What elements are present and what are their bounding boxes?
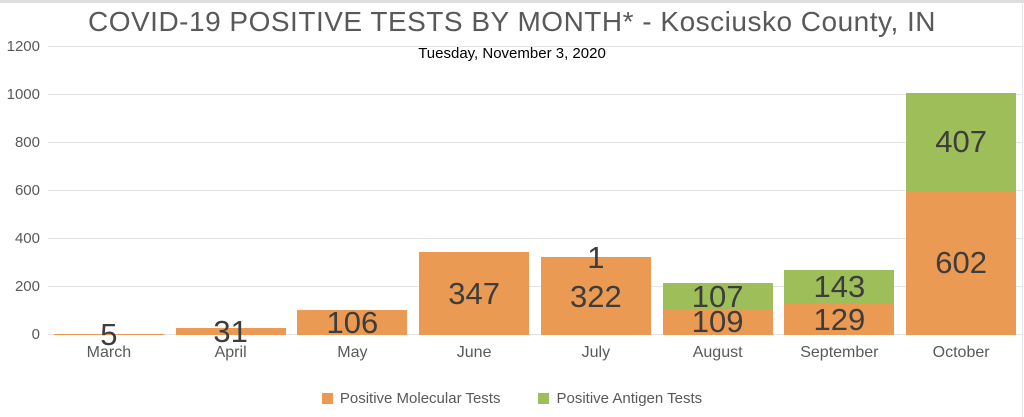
- bar-august: 109 107: [662, 47, 773, 340]
- gridline-200: [48, 286, 1022, 287]
- y-tick-label-600: 600: [14, 182, 40, 199]
- y-tick-label-1000: 1000: [6, 86, 40, 103]
- bar-segment-molecular-march: 5: [53, 319, 164, 350]
- bar-segment-molecular-april: 31: [175, 316, 286, 347]
- plot-area: 5 31 106 347 322 1 109 107 129 143 602 407: [48, 46, 1022, 350]
- x-tick-label-june: June: [456, 344, 492, 361]
- bar-value-label-antigen-august: 107: [691, 278, 744, 314]
- legend-label: Positive Molecular Tests: [339, 390, 501, 407]
- legend-swatch-icon: [321, 393, 333, 404]
- bar-segment-antigen-july: 1: [540, 242, 651, 273]
- bar-segment-molecular-june: 347: [419, 251, 530, 335]
- y-tick-label-800: 800: [14, 134, 40, 151]
- bar-segment-molecular-may: 106: [297, 304, 408, 340]
- bar-value-label-molecular-june: 347: [448, 275, 500, 311]
- gridline-600: [48, 190, 1022, 191]
- x-tick-label-march: March: [86, 344, 132, 361]
- y-tick-label-400: 400: [14, 230, 40, 247]
- bar-segment-antigen-september: 143: [784, 269, 895, 305]
- bar-segment-antigen-october: 407: [906, 92, 1017, 191]
- bar-segment-molecular-october: 602: [906, 190, 1017, 335]
- bar-value-label-molecular-october: 602: [935, 245, 987, 281]
- bar-value-label-molecular-april: 31: [213, 313, 248, 349]
- bar-segment-antigen-august: 107: [662, 278, 773, 314]
- bar-value-label-antigen-september: 143: [813, 269, 866, 305]
- bar-value-label-molecular-may: 106: [326, 304, 379, 340]
- x-tick-label-october: October: [932, 344, 990, 361]
- chart-title: COVID-19 POSITIVE TESTS BY MONTH* - Kosc…: [88, 6, 936, 37]
- x-tick-label-august: August: [692, 344, 743, 361]
- bar-march: 5: [53, 47, 164, 350]
- x-tick-label-may: May: [337, 344, 368, 361]
- gridline-1200: [48, 46, 1022, 47]
- bar-may: 106: [297, 47, 408, 340]
- legend-label: Positive Antigen Tests: [556, 390, 703, 407]
- window-top-edge: [0, 0, 1024, 3]
- window-right-edge: [1022, 3, 1023, 417]
- chart-subtitle: Tuesday, November 3, 2020: [418, 45, 606, 62]
- gridline-1000: [48, 94, 1022, 95]
- bar-july: 322 1: [540, 47, 651, 335]
- bar-segment-molecular-july: 322: [540, 257, 651, 335]
- gridline-400: [48, 238, 1022, 239]
- x-tick-label-september: September: [800, 344, 879, 361]
- x-tick-label-july: July: [581, 344, 611, 361]
- x-tick-label-april: April: [214, 344, 247, 361]
- y-tick-label-200: 200: [14, 278, 40, 295]
- bar-value-label-molecular-august: 109: [691, 304, 744, 340]
- legend: Positive Molecular Tests Positive Antigen…: [0, 390, 1024, 407]
- legend-item-molecular: Positive Molecular Tests: [321, 390, 501, 407]
- bar-value-label-molecular-september: 129: [813, 302, 866, 338]
- legend-item-antigen: Positive Antigen Tests: [538, 390, 702, 407]
- bar-april: 31: [175, 47, 286, 347]
- bar-segment-molecular-september: 129: [784, 302, 895, 338]
- gridline-800: [48, 142, 1022, 143]
- bar-value-label-antigen-july: 1: [587, 239, 605, 275]
- legend-swatch-icon: [538, 393, 550, 404]
- bar-june: 347: [419, 47, 530, 335]
- y-tick-label-1200: 1200: [6, 38, 40, 55]
- bar-value-label-molecular-march: 5: [100, 316, 118, 352]
- bar-september: 129 143: [784, 47, 895, 338]
- bar-segment-molecular-august: 109: [662, 304, 773, 340]
- bar-october: 602 407: [906, 47, 1017, 335]
- bar-value-label-molecular-july: 322: [570, 278, 622, 314]
- y-tick-label-0: 0: [31, 326, 40, 343]
- bar-value-label-antigen-october: 407: [935, 124, 987, 160]
- gridline-0: [48, 334, 1022, 335]
